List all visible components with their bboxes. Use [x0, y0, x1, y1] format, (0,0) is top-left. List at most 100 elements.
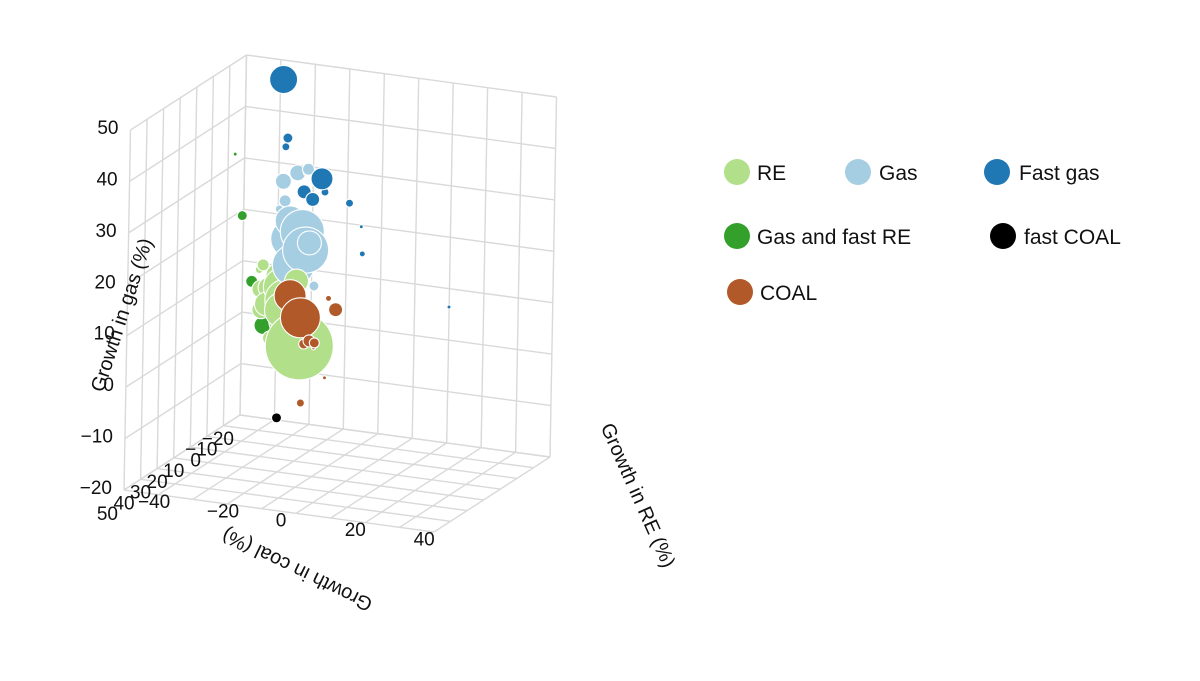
- x-tick-label: 40: [113, 493, 134, 514]
- bubble-coal[interactable]: [279, 297, 321, 339]
- y-tick-label: −20: [207, 501, 239, 522]
- legend-item-coal[interactable]: COAL: [727, 279, 817, 305]
- bubble-fast-gas[interactable]: [358, 250, 366, 258]
- grid-line-left-wall: [124, 363, 242, 440]
- grid-line-left-wall: [222, 65, 231, 426]
- bubble-fast-gas[interactable]: [344, 198, 355, 208]
- grid-line-back-wall: [246, 54, 557, 98]
- bubble-fast-gas[interactable]: [358, 224, 364, 230]
- bubble-fast-gas[interactable]: [305, 191, 321, 207]
- bubble-fast-gas[interactable]: [281, 142, 291, 152]
- grid-line-back-wall: [342, 68, 351, 430]
- z-tick-label: 10: [94, 324, 115, 345]
- legend-label-gas: Gas: [879, 162, 918, 185]
- bubble-gas[interactable]: [296, 230, 322, 256]
- grid-line-left-wall: [239, 54, 248, 416]
- bubble-gas[interactable]: [278, 194, 292, 208]
- y-axis-title: Growth in RE (%): [596, 420, 679, 571]
- legend-item-re[interactable]: RE: [724, 159, 786, 185]
- bubble-fast-gas[interactable]: [446, 304, 452, 310]
- bubble-gas-and-fast-re[interactable]: [232, 151, 238, 157]
- x-tick-label: 20: [147, 472, 168, 493]
- y-tick-label: 40: [414, 529, 435, 550]
- legend-label-re: RE: [757, 162, 786, 185]
- bubble-gas[interactable]: [308, 280, 320, 292]
- legend-marker-fast-gas: [984, 159, 1010, 185]
- grid-line-floor: [399, 451, 516, 528]
- grid-line-left-wall: [127, 208, 245, 285]
- grid-line-left-wall: [189, 87, 198, 448]
- y-tick-label: 20: [345, 520, 366, 541]
- bubble-coal[interactable]: [328, 302, 344, 318]
- grid-line-back-wall: [377, 73, 385, 434]
- grid-line-back-wall: [549, 96, 558, 458]
- grid-line-floor: [223, 425, 534, 469]
- legend-label-fast-gas: Fast gas: [1019, 162, 1100, 185]
- z-tick-label: −10: [81, 427, 113, 448]
- bubble-fast-gas[interactable]: [310, 167, 334, 191]
- legend-item-gas-and-fast-re[interactable]: Gas and fast RE: [724, 223, 911, 249]
- z-tick-label: −20: [80, 478, 112, 499]
- legend-item-fast-gas[interactable]: Fast gas: [984, 159, 1100, 185]
- grid-line-floor: [206, 435, 517, 480]
- bubble-gas[interactable]: [301, 162, 316, 176]
- bubble-gas-and-fast-re[interactable]: [236, 210, 248, 222]
- y-tick-label: 0: [276, 511, 287, 532]
- grid-line-back-wall: [514, 92, 523, 453]
- grid-line-left-wall: [123, 129, 132, 491]
- x-tick-label: 50: [97, 504, 118, 525]
- grid-line-floor: [158, 419, 275, 496]
- legend-marker-coal: [727, 279, 753, 305]
- y-tick-label: −40: [138, 492, 170, 513]
- grid-line-floor: [123, 414, 241, 491]
- grid-line-floor: [140, 478, 451, 522]
- grid-line-floor: [433, 456, 551, 533]
- bubble-gas[interactable]: [274, 172, 292, 190]
- grid-line-left-wall: [130, 54, 247, 131]
- grid-line-left-wall: [173, 97, 181, 458]
- bubble-fast-coal[interactable]: [270, 412, 283, 424]
- bubble-fast-gas[interactable]: [282, 132, 294, 144]
- x-tick-label: −20: [202, 429, 234, 450]
- grid-line-left-wall: [156, 108, 165, 469]
- grid-line-left-wall: [139, 119, 148, 480]
- x-tick-label: 10: [163, 461, 184, 482]
- legend-marker-re: [724, 159, 750, 185]
- grid-line-back-wall: [480, 87, 489, 448]
- grid-line-back-wall: [411, 78, 420, 439]
- grid-line-left-wall: [129, 105, 246, 182]
- legend-label-coal: COAL: [760, 282, 817, 305]
- legend-item-gas[interactable]: Gas: [845, 159, 918, 185]
- grid-line-left-wall: [126, 260, 244, 337]
- z-tick-label: 50: [97, 118, 118, 139]
- grid-line-floor: [330, 442, 448, 519]
- legend-marker-fast-coal: [990, 223, 1016, 249]
- grid-line-left-wall: [125, 311, 243, 388]
- z-tick-label: 0: [103, 375, 114, 396]
- legend-label-gas-and-fast-re: Gas and fast RE: [757, 226, 911, 249]
- bubble-re[interactable]: [256, 258, 270, 272]
- z-tick-label: 30: [95, 221, 116, 242]
- z-tick-label: 20: [95, 272, 116, 293]
- bubble-fast-gas[interactable]: [269, 64, 299, 95]
- grid-line-back-wall: [245, 105, 556, 150]
- x-tick-label: 30: [130, 483, 151, 504]
- grid-line-floor: [157, 467, 468, 512]
- legend-marker-gas-and-fast-re: [724, 223, 750, 249]
- grid-line-floor: [173, 457, 484, 501]
- grid-line-floor: [364, 447, 482, 524]
- z-tick-label: 40: [96, 169, 117, 190]
- bubble-coal[interactable]: [308, 337, 320, 349]
- grid-line-floor: [226, 428, 344, 505]
- grid-line-left-wall: [128, 157, 245, 234]
- plot-points: [232, 64, 452, 424]
- legend: RE Gas Fast gas Gas and fast RE fast COA…: [724, 159, 1121, 305]
- z-axis-title: Growth in gas (%): [87, 236, 157, 395]
- legend-item-fast-coal[interactable]: fast COAL: [990, 223, 1121, 249]
- bubble-coal[interactable]: [295, 398, 305, 408]
- bubble-coal[interactable]: [321, 375, 328, 381]
- bubble-coal[interactable]: [324, 294, 333, 302]
- grid-line-floor: [261, 433, 379, 510]
